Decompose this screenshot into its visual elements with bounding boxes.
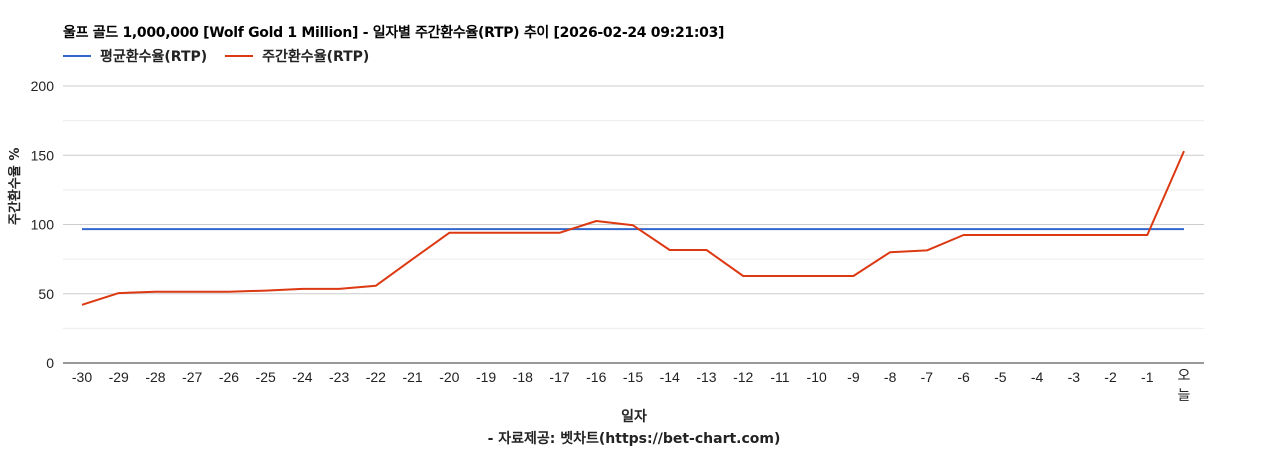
x-tick-label: -20: [439, 369, 459, 385]
plot-area: 0 50 100 150 200 -30 -29 -28 -27 -26 -25 -24 -23 -22…: [31, 78, 1204, 403]
legend-label: 주간환수율(RTP): [262, 49, 370, 65]
x-tick-label: -28: [145, 369, 165, 385]
x-tick-label: -5: [994, 369, 1007, 385]
x-tick-label: -16: [586, 369, 606, 385]
x-tick-label: -21: [402, 369, 422, 385]
x-tick-label: -9: [847, 369, 860, 385]
x-tick-label: -10: [807, 369, 827, 385]
x-tick-label: -30: [72, 369, 92, 385]
x-tick-label: -19: [476, 369, 496, 385]
x-tick-label: -8: [884, 369, 897, 385]
y-tick-label: 150: [31, 147, 55, 163]
x-tick-label: -11: [770, 369, 789, 385]
y-tick-label: 50: [38, 286, 54, 302]
x-tick-label: -14: [660, 369, 680, 385]
y-axis-ticks: 0 50 100 150 200: [31, 78, 55, 371]
x-tick-label: -7: [921, 369, 934, 385]
x-tick-label: -23: [329, 369, 349, 385]
x-tick-label: -27: [182, 369, 202, 385]
x-tick-label: -29: [109, 369, 129, 385]
x-tick-label: -22: [366, 369, 386, 385]
weekly-rtp-line[interactable]: [81, 150, 1185, 306]
x-tick-label: -25: [256, 369, 276, 385]
legend-line-icon: [225, 55, 254, 57]
chart-title: 울프 골드 1,000,000 [Wolf Gold 1 Million] - …: [63, 25, 725, 41]
legend: 평균환수율(RTP) 주간환수율(RTP): [63, 46, 369, 66]
x-tick-label: -6: [957, 369, 970, 385]
x-tick-label: -12: [733, 369, 753, 385]
x-tick-label: -1: [1141, 369, 1154, 385]
legend-item-average-rtp[interactable]: 평균환수율(RTP): [63, 46, 207, 66]
x-tick-label: -24: [292, 369, 312, 385]
x-tick-label: -4: [1031, 369, 1044, 385]
x-tick-label: -18: [513, 369, 533, 385]
x-tick-label: -15: [623, 369, 643, 385]
x-tick-label: 오: [1178, 367, 1191, 383]
x-axis-ticks: -30 -29 -28 -27 -26 -25 -24 -23 -22 -21 -20 -19 -18-…: [72, 367, 1191, 403]
y-tick-label: 200: [31, 78, 55, 94]
x-tick-label: -26: [219, 369, 239, 385]
legend-item-weekly-rtp[interactable]: 주간환수율(RTP): [225, 46, 369, 66]
y-tick-label: 0: [46, 355, 54, 371]
data-source-credit: - 자료제공: 벳차트(https://bet-chart.com): [487, 431, 781, 447]
x-tick-label: -3: [1068, 369, 1081, 385]
x-tick-label: 늘: [1178, 387, 1191, 403]
series-lines: [81, 150, 1185, 306]
x-tick-label: -13: [696, 369, 716, 385]
legend-line-icon: [63, 55, 91, 57]
x-axis-title: 일자: [621, 409, 647, 425]
legend-label: 평균환수율(RTP): [100, 49, 208, 65]
x-tick-label: -2: [1104, 369, 1117, 385]
x-tick-label: -17: [549, 369, 569, 385]
y-tick-label: 100: [31, 217, 55, 233]
